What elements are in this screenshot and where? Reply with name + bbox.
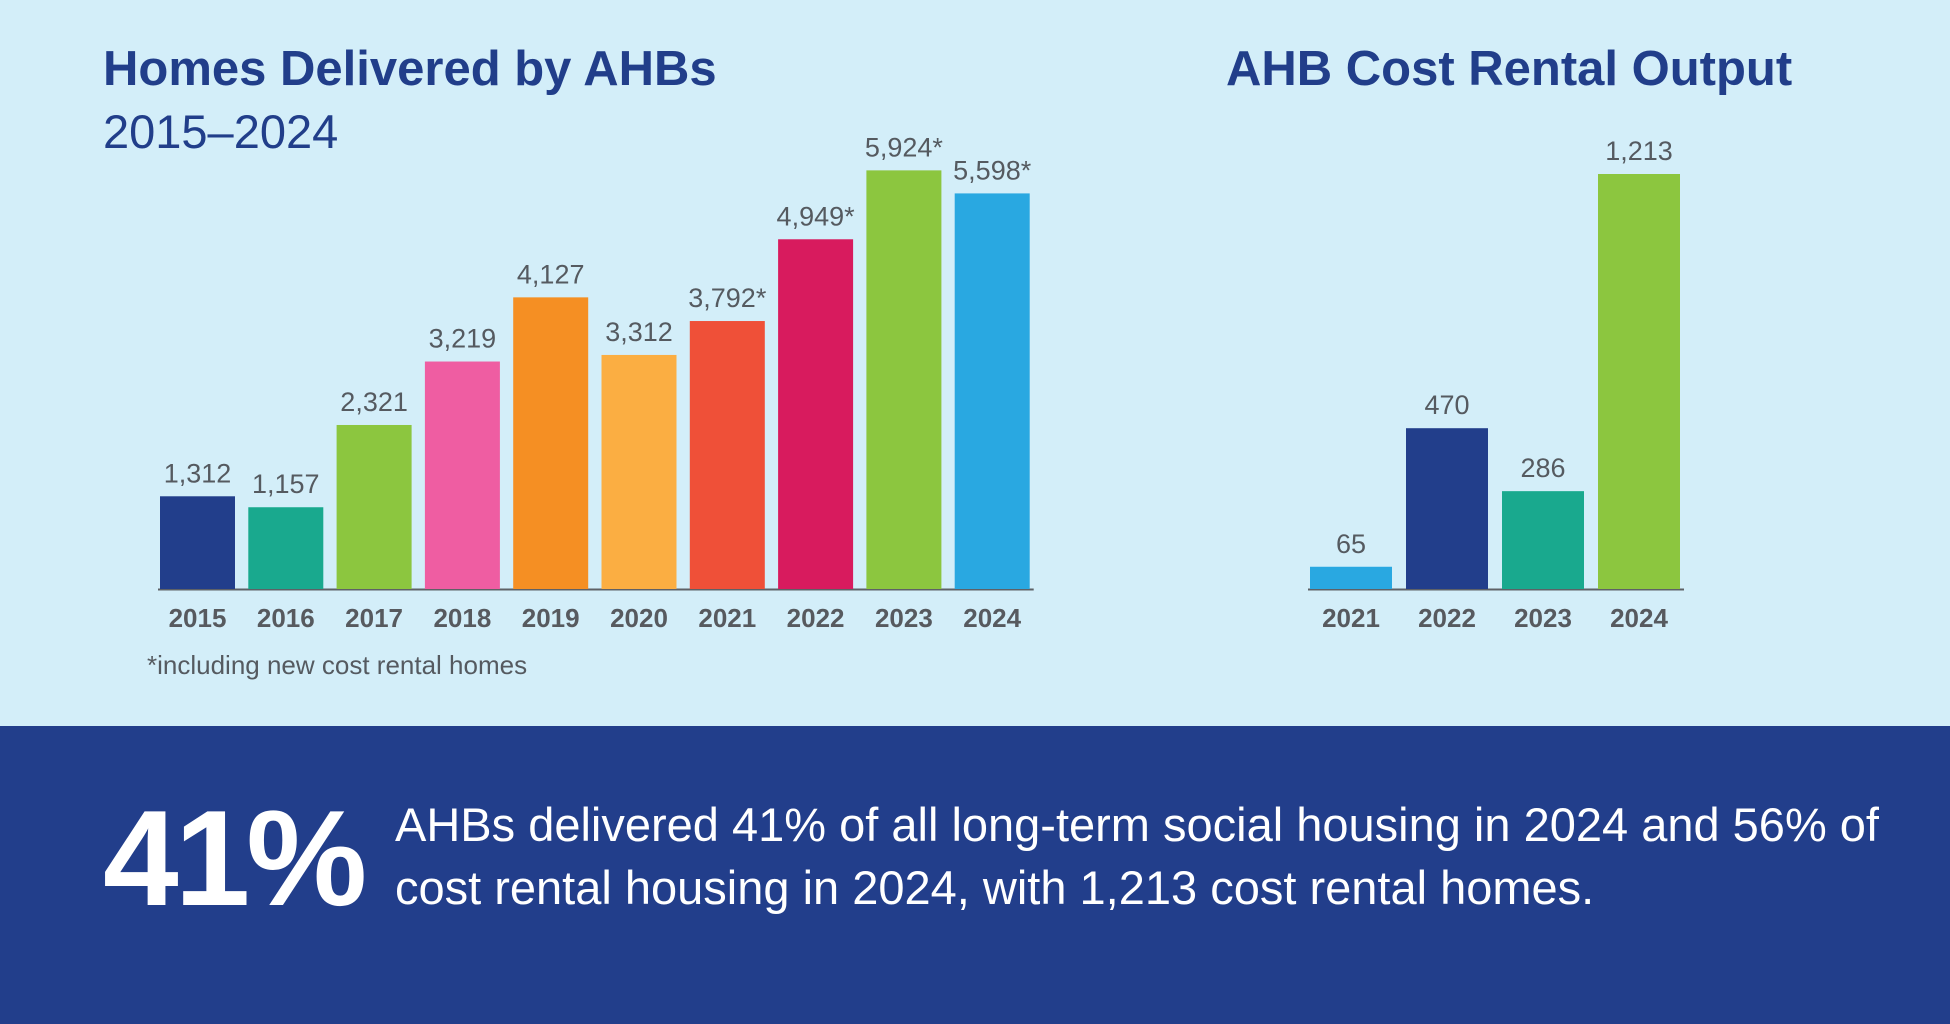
bar-2024 <box>954 193 1030 589</box>
bar-2022 <box>778 239 854 589</box>
data-label-2017: 2,321 <box>340 387 408 417</box>
data-label-2022: 470 <box>1424 390 1469 420</box>
x-tick-label-2017: 2017 <box>345 603 403 633</box>
bar-2021 <box>1310 566 1392 589</box>
bar-2024 <box>1598 174 1680 589</box>
chart-footnote: *including new cost rental homes <box>147 650 528 680</box>
x-tick-label-2019: 2019 <box>522 603 580 633</box>
homes-delivered-bar-chart: 1,312 2015 1,157 2016 2,321 2017 3,219 2018 4,12… <box>158 132 1034 633</box>
x-tick-label-2023: 2023 <box>1514 603 1572 633</box>
chart-subtitle-years: 2015–2024 <box>103 105 339 158</box>
chart-title-homes-delivered: Homes Delivered by AHBs <box>103 42 717 96</box>
bar-2015 <box>160 496 235 589</box>
x-tick-label-2016: 2016 <box>257 603 315 633</box>
bar-2021 <box>689 321 765 589</box>
cost-rental-bar-chart: 65 2021 470 2022 286 2023 1,213 2024 <box>1308 136 1684 633</box>
x-tick-label-2022: 2022 <box>1418 603 1476 633</box>
data-label-2020: 3,312 <box>605 317 673 347</box>
x-tick-label-2021: 2021 <box>698 603 756 633</box>
x-tick-label-2022: 2022 <box>787 603 845 633</box>
x-tick-label-2024: 2024 <box>963 603 1021 633</box>
data-label-2019: 4,127 <box>517 259 585 289</box>
data-label-2021: 3,792* <box>688 283 767 313</box>
chart-title-cost-rental: AHB Cost Rental Output <box>1226 42 1793 96</box>
bar-2019 <box>513 297 589 589</box>
x-tick-label-2024: 2024 <box>1610 603 1668 633</box>
banner-big-stat: 41% <box>103 782 367 934</box>
data-label-2022: 4,949* <box>777 201 856 231</box>
summary-banner <box>0 726 1950 1024</box>
x-tick-label-2018: 2018 <box>433 603 491 633</box>
x-tick-label-2020: 2020 <box>610 603 668 633</box>
bar-2016 <box>248 507 324 589</box>
bar-2022 <box>1406 428 1488 589</box>
bar-2017 <box>336 424 412 589</box>
bar-2018 <box>424 361 500 589</box>
x-tick-label-2015: 2015 <box>169 603 227 633</box>
data-label-2023: 286 <box>1520 453 1565 483</box>
data-label-2018: 3,219 <box>429 324 497 354</box>
bar-2023 <box>1502 491 1584 589</box>
data-label-2016: 1,157 <box>252 469 320 499</box>
data-label-2023: 5,924* <box>865 132 944 162</box>
x-tick-label-2021: 2021 <box>1322 603 1380 633</box>
data-label-2024: 5,598* <box>953 155 1032 185</box>
bar-2020 <box>601 354 677 589</box>
banner-text: AHBs delivered 41% of all long-term soci… <box>395 798 1879 914</box>
bar-2023 <box>866 170 942 589</box>
data-label-2021: 65 <box>1336 529 1366 559</box>
data-label-2015: 1,312 <box>164 458 232 488</box>
data-label-2024: 1,213 <box>1605 136 1673 166</box>
x-tick-label-2023: 2023 <box>875 603 933 633</box>
